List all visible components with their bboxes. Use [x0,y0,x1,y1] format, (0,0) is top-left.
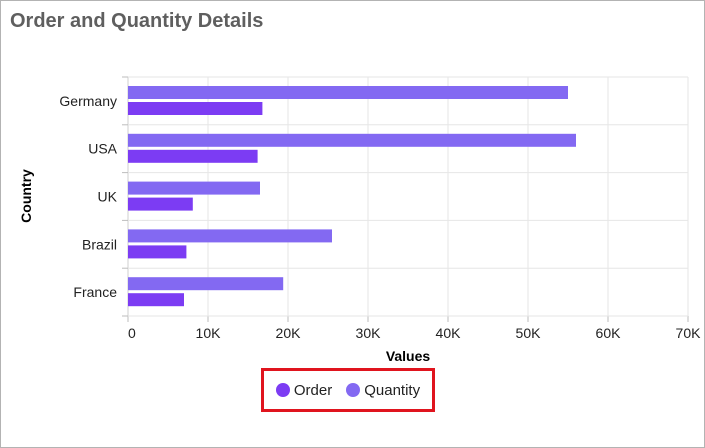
order-swatch-icon [275,383,290,397]
y-tick-label: Brazil [82,236,117,252]
legend-item-order[interactable]: Order [275,381,333,399]
x-tick-label: 60K [596,325,622,341]
x-tick-label: 70K [676,325,702,341]
bar-quantity-usa [128,133,576,147]
bar-order-brazil [128,245,187,259]
x-axis-label: Values [386,348,431,364]
x-tick-label: 30K [356,325,382,341]
x-tick-label: 0 [128,325,136,341]
y-tick-label: Germany [59,93,117,109]
x-tick-label: 20K [276,325,302,341]
bar-quantity-france [128,277,284,291]
chart-title: Order and Quantity Details [10,10,264,32]
bar-quantity-uk [128,181,260,195]
y-tick-label: UK [98,189,118,205]
x-tick-label: 10K [196,325,222,341]
x-tick-label: 40K [436,325,462,341]
y-tick-label: USA [88,141,117,157]
y-axis-label: Country [18,169,34,223]
bar-quantity-germany [128,86,568,99]
bar-order-germany [128,102,263,115]
quantity-swatch-icon [346,383,361,397]
x-tick-label: 50K [516,325,542,341]
legend-label-quantity: Quantity [364,381,421,399]
legend-item-quantity[interactable]: Quantity [346,382,420,399]
bar-order-france [128,293,184,307]
y-tick-label: France [73,284,117,300]
chart-legend: Order Quantity [261,368,435,412]
legend-label-order: Order [293,381,333,399]
bar-order-usa [128,149,258,163]
bar-quantity-brazil [128,229,332,243]
bar-order-uk [128,197,193,211]
